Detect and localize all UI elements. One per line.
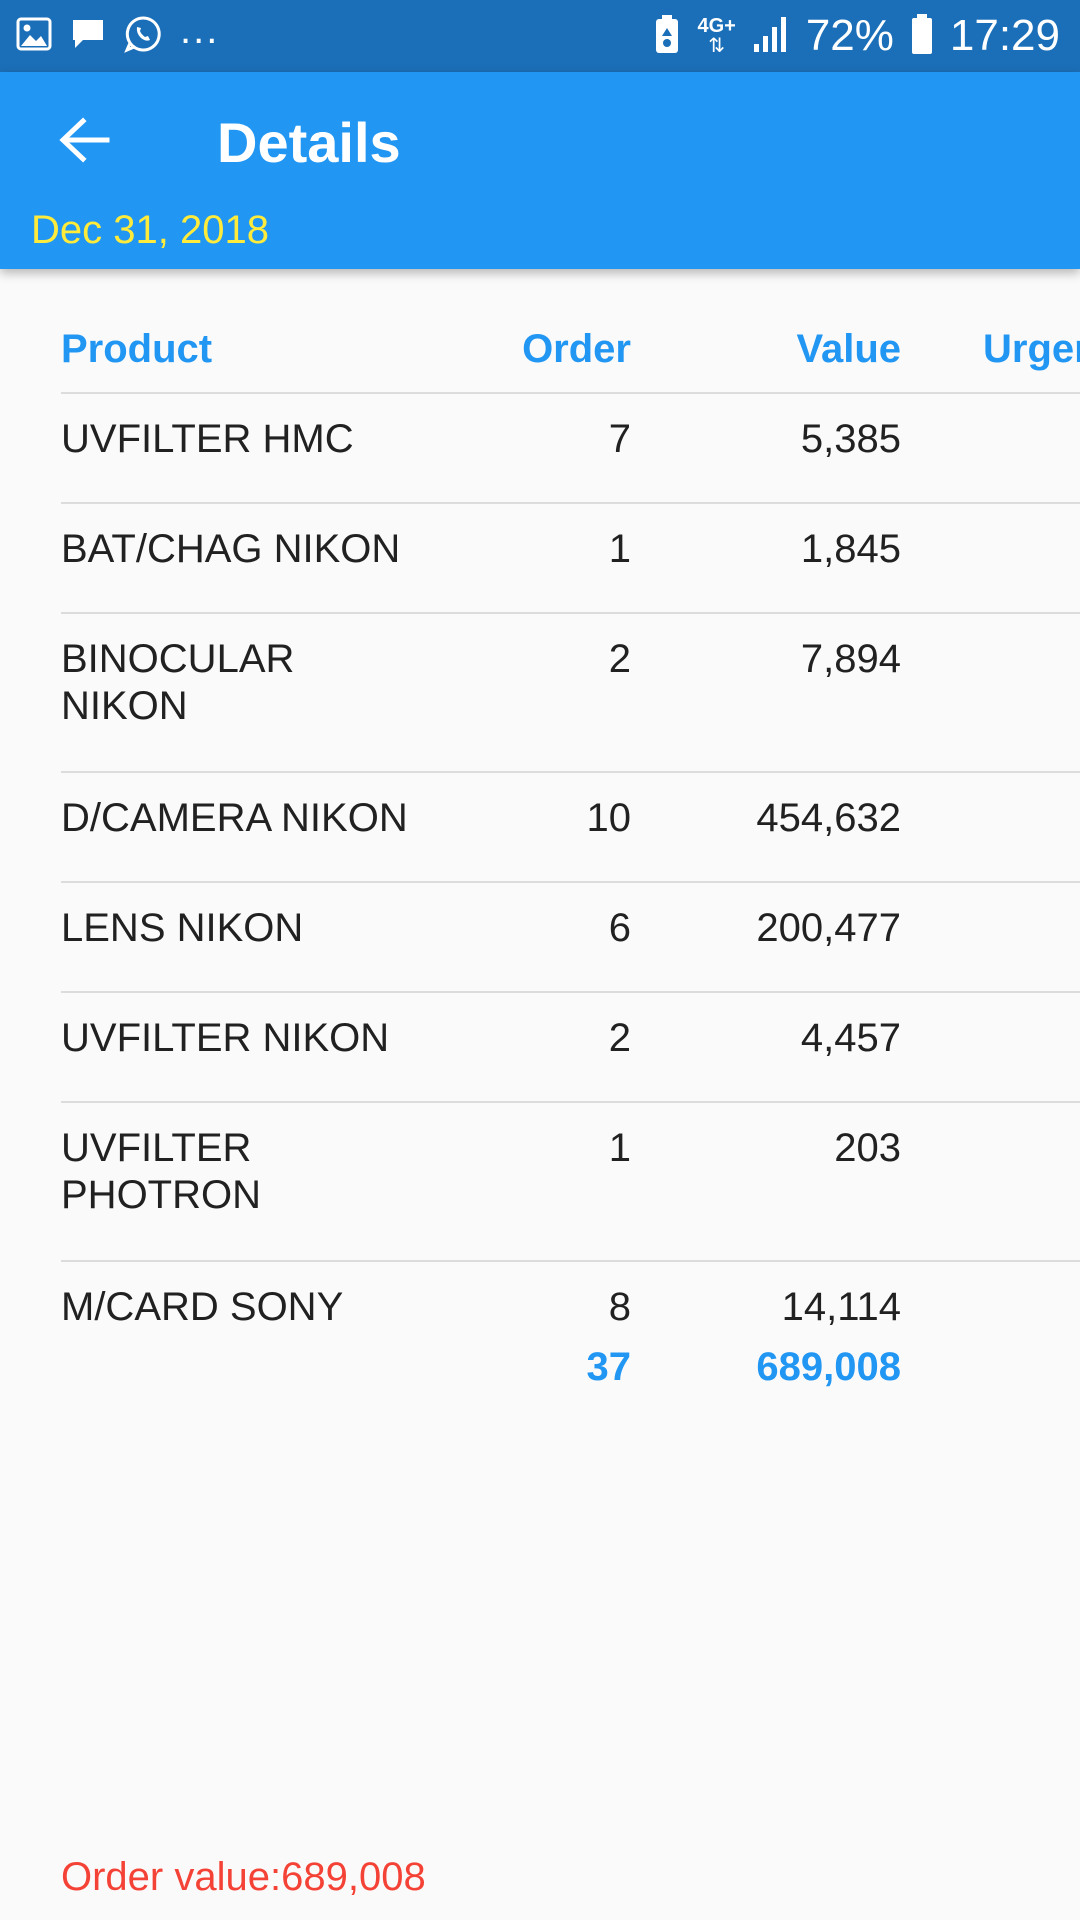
cell-product: D/CAMERA NIKON: [61, 796, 408, 840]
image-icon: [16, 17, 52, 56]
network-type: 4G+ ⇅: [697, 15, 736, 57]
message-icon: [70, 17, 106, 56]
cell-value: 200,477: [756, 906, 901, 950]
header-order[interactable]: Order: [522, 327, 631, 371]
whatsapp-icon: [124, 15, 162, 58]
data-arrows-icon: ⇅: [708, 35, 726, 57]
table-row[interactable]: UVFILTER NIKON 2 4,457: [61, 993, 1080, 1103]
total-order: 37: [586, 1345, 632, 1389]
cell-value: 7,894: [800, 637, 901, 681]
table-row[interactable]: BAT/CHAG NIKON 1 1,845: [61, 504, 1080, 614]
cell-order: 2: [608, 637, 631, 681]
clock: 17:29: [949, 11, 1060, 60]
cell-order: 10: [586, 796, 632, 840]
cell-product: UVFILTER PHOTRON: [61, 1126, 261, 1217]
more-notifications: ...: [180, 8, 220, 52]
signal-icon: [752, 14, 790, 59]
cell-order: 1: [608, 527, 631, 571]
status-bar-notifications: ...: [16, 10, 219, 58]
app-bar: Details Dec 31, 2018: [0, 72, 1080, 269]
totals-row: 37 689,008: [61, 1338, 1080, 1408]
cell-value: 203: [834, 1126, 901, 1170]
status-bar: ... 4G+ ⇅ 72%: [0, 0, 1080, 72]
cell-product: BAT/CHAG NIKON: [61, 527, 401, 571]
cell-value: 4,457: [800, 1016, 901, 1060]
table-row[interactable]: D/CAMERA NIKON 10 454,632: [61, 773, 1080, 883]
cell-product: UVFILTER NIKON: [61, 1016, 390, 1060]
cell-product: UVFILTER HMC: [61, 417, 354, 461]
header-value[interactable]: Value: [796, 327, 901, 371]
total-value: 689,008: [756, 1345, 901, 1389]
header-product[interactable]: Product: [61, 327, 213, 371]
cell-product: BINOCULAR NIKON: [61, 637, 295, 728]
cell-order: 6: [608, 906, 631, 950]
cell-order: 7: [608, 417, 631, 461]
order-table: Product Order Value Urgen UVFILTER HMC 7…: [61, 320, 1080, 1408]
cell-product: M/CARD SONY: [61, 1285, 344, 1329]
battery-saver-icon: [653, 14, 681, 59]
status-bar-system: 4G+ ⇅ 72% 17:29: [653, 10, 1060, 62]
cell-value: 1,845: [800, 527, 901, 571]
header-urgent[interactable]: Urgen: [983, 327, 1080, 371]
cell-value: 14,114: [781, 1285, 901, 1329]
battery-percent: 72%: [805, 11, 894, 60]
order-value-summary: Order value:689,008: [61, 1855, 426, 1899]
table-header: Product Order Value Urgen: [61, 320, 1080, 394]
table-row[interactable]: LENS NIKON 6 200,477: [61, 883, 1080, 993]
table-row[interactable]: M/CARD SONY 8 14,114: [61, 1262, 1080, 1338]
cell-order: 1: [608, 1126, 631, 1170]
cell-value: 5,385: [800, 417, 901, 461]
table-row[interactable]: UVFILTER PHOTRON 1 203: [61, 1103, 1080, 1262]
cell-product: LENS NIKON: [61, 906, 304, 950]
battery-icon: [910, 13, 934, 60]
cell-order: 8: [608, 1285, 631, 1329]
back-button[interactable]: [52, 108, 116, 172]
date-label: Dec 31, 2018: [31, 208, 269, 252]
cell-order: 2: [608, 1016, 631, 1060]
table-row[interactable]: BINOCULAR NIKON 2 7,894: [61, 614, 1080, 773]
cell-value: 454,632: [756, 796, 901, 840]
arrow-left-icon: [59, 117, 110, 163]
page-title: Details: [217, 111, 401, 174]
table-row[interactable]: UVFILTER HMC 7 5,385: [61, 394, 1080, 504]
